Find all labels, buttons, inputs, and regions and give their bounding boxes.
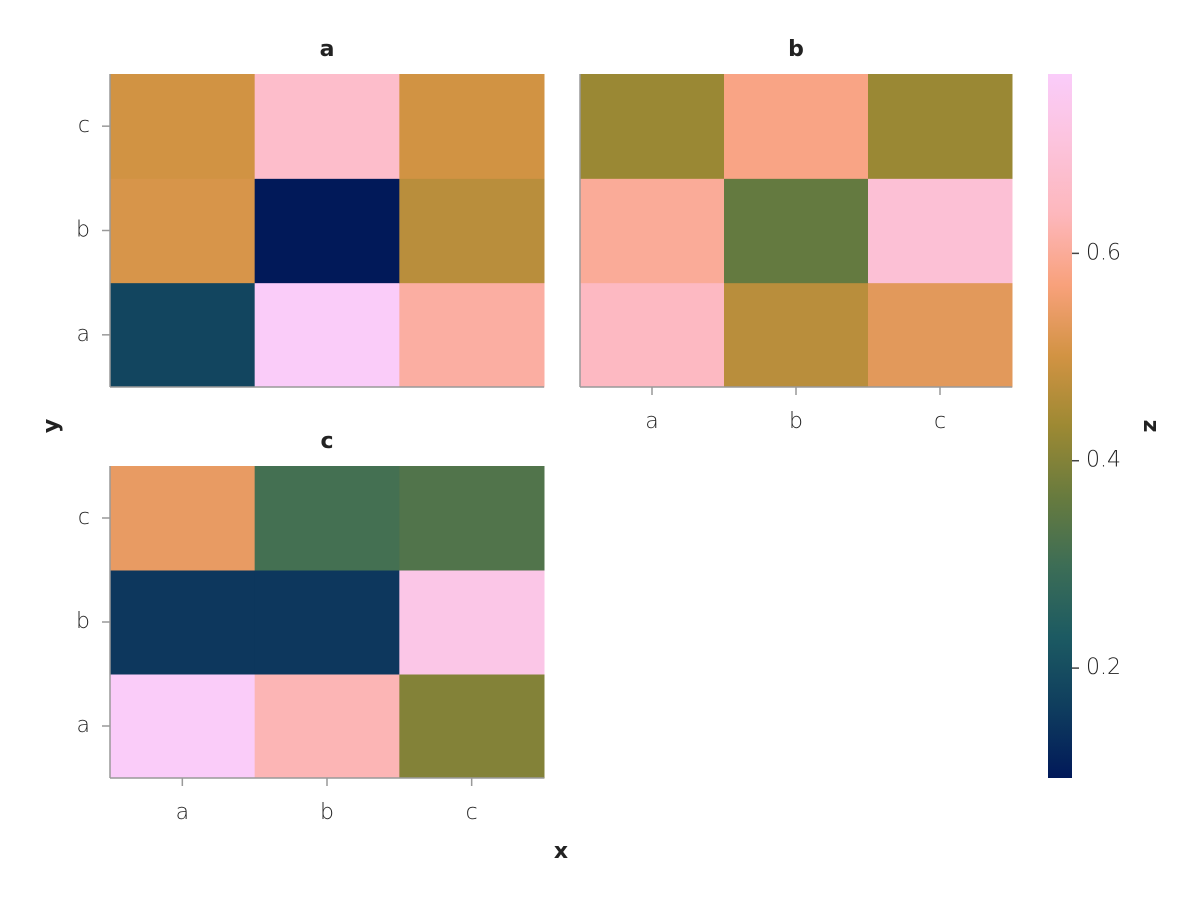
x-tick-label: c (466, 800, 478, 825)
colorbar-tick-label: 0.6 (1086, 240, 1121, 265)
heatmap-cell (868, 178, 1013, 284)
heatmap-cell (254, 674, 400, 779)
heatmap-cell (580, 74, 725, 179)
heatmap-cell (399, 466, 545, 571)
y-tick-label: c (78, 113, 90, 138)
heatmap-cell (724, 282, 869, 388)
y-tick-label: a (77, 322, 90, 347)
y-axis-label: y (39, 419, 64, 433)
heatmap-cell (254, 570, 400, 675)
x-tick-label: a (645, 409, 658, 434)
x-tick-label: b (789, 409, 803, 434)
heatmap-cell (254, 178, 400, 284)
facet-title: a (320, 37, 335, 62)
colorbar-tick-label: 0.2 (1086, 655, 1121, 680)
x-tick-label: b (320, 800, 334, 825)
heatmap-cell (110, 466, 256, 571)
heatmap-cell (399, 74, 545, 179)
colorbar-label: z (1138, 420, 1163, 433)
heatmap-cell (399, 570, 545, 675)
y-tick-label: b (76, 218, 90, 243)
heatmap-cell (254, 466, 400, 571)
facet-title: c (320, 429, 333, 454)
heatmap-cell (110, 674, 256, 779)
x-axis-label: x (554, 839, 568, 864)
heatmap-cell (399, 282, 545, 388)
colorbar (1048, 74, 1072, 778)
heatmap-cell (399, 674, 545, 779)
y-tick-label: b (76, 609, 90, 634)
facet-title: b (788, 37, 804, 62)
heatmap-cell (724, 178, 869, 284)
colorbar-tick-label: 0.4 (1086, 448, 1121, 473)
heatmap-cell (254, 282, 400, 388)
heatmap-cell (110, 282, 256, 388)
x-tick-label: a (176, 800, 189, 825)
heatmap-cell (724, 74, 869, 179)
heatmap-cell (254, 74, 400, 179)
heatmap-cell (110, 74, 256, 179)
y-tick-label: a (77, 713, 90, 738)
heatmap-cell (868, 282, 1013, 388)
heatmap-cell (580, 178, 725, 284)
heatmap-cell (580, 282, 725, 388)
y-tick-label: c (78, 505, 90, 530)
heatmap-cell (399, 178, 545, 284)
heatmap-cell (110, 570, 256, 675)
x-tick-label: c (934, 409, 946, 434)
heatmap-cell (110, 178, 256, 284)
heatmap-cell (868, 74, 1013, 179)
